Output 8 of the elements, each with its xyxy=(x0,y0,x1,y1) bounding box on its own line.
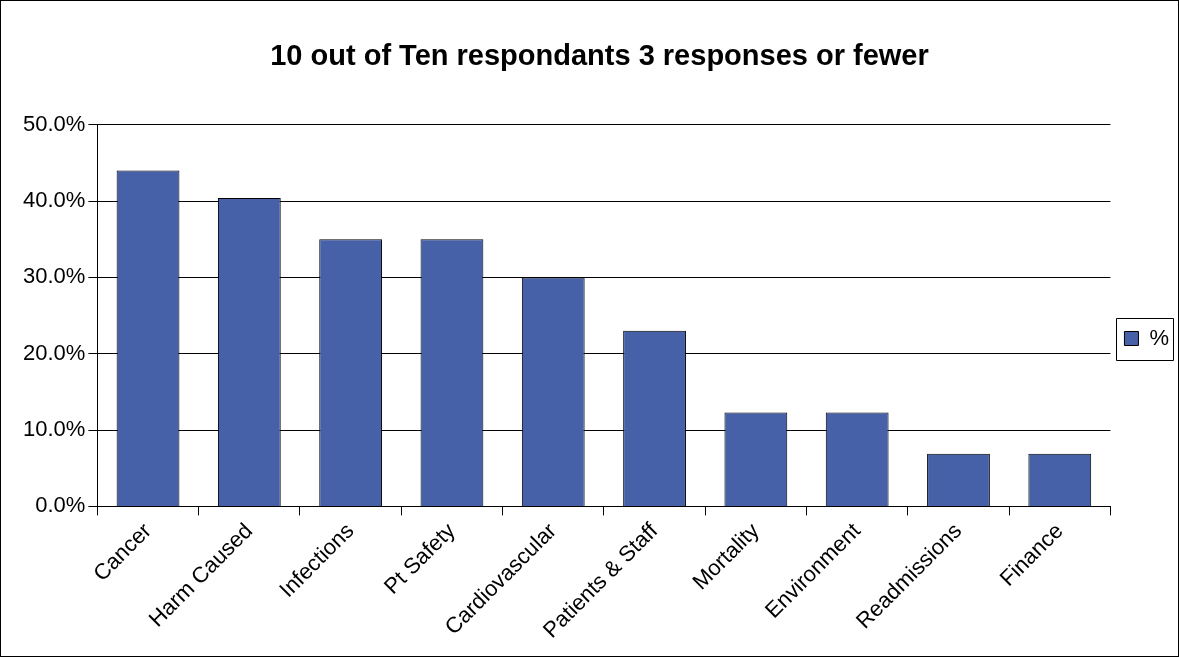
y-tick-label: 40.0% xyxy=(22,187,86,213)
y-tick-label: 0.0% xyxy=(35,492,86,518)
y-tick-label: 50.0% xyxy=(22,110,86,136)
y-tick-label: 30.0% xyxy=(22,263,86,289)
y-tick-label: 20.0% xyxy=(22,339,86,365)
legend-label: % xyxy=(1149,324,1169,350)
chart-title: 10 out of Ten respondants 3 responses or fewer xyxy=(270,39,929,72)
y-tick-label: 10.0% xyxy=(22,416,86,442)
